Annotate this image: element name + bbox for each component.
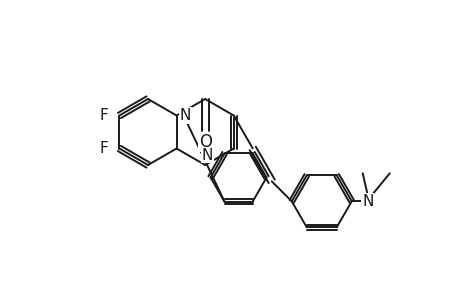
Text: O: O (198, 133, 211, 151)
Text: N: N (361, 194, 373, 209)
Text: F: F (99, 141, 107, 156)
Text: N: N (201, 148, 213, 163)
Text: F: F (99, 108, 107, 123)
Text: N: N (179, 108, 191, 123)
